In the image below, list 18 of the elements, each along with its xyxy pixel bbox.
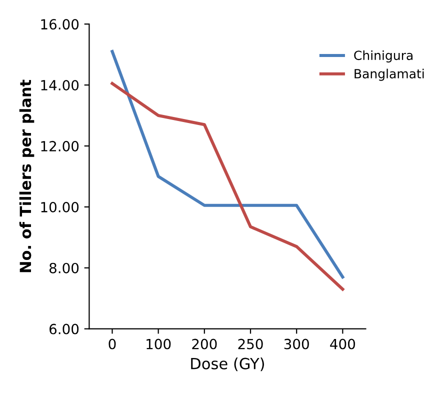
line-series <box>110 50 344 279</box>
legend-label: Chinigura <box>354 50 412 62</box>
legend-label: Banglamati <box>354 68 424 81</box>
x-tick-label: 250 <box>238 338 263 350</box>
y-tick-label: 10.00 <box>41 202 79 212</box>
x-tick-label: 200 <box>192 338 217 350</box>
x-tick-label: 0 <box>108 338 116 350</box>
line-series <box>110 82 344 291</box>
y-tick-label: 8.00 <box>49 262 79 274</box>
y-tick-label: 14.00 <box>41 80 79 90</box>
x-tick-label: 400 <box>330 338 356 350</box>
y-axis-title: No. of Tillers per plant <box>19 80 34 272</box>
y-tick-label: 6.00 <box>50 324 79 334</box>
y-tick-label: 16.00 <box>41 19 79 30</box>
y-tick-label: 12.00 <box>41 140 79 152</box>
x-axis-title: Dose (GY) <box>191 358 264 372</box>
x-tick-label: 100 <box>146 338 171 350</box>
x-tick-label: 300 <box>284 338 309 350</box>
